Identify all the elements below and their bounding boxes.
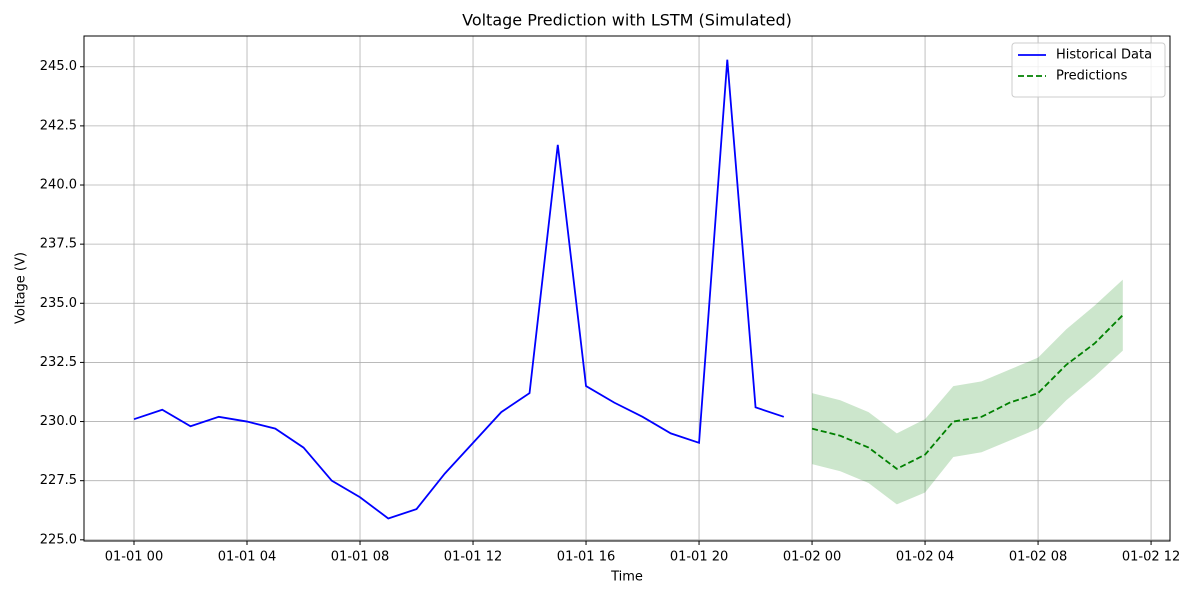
y-tick-label: 237.5 [40,237,77,252]
y-tick-label: 230.0 [40,414,77,429]
x-tick-label: 01-01 00 [105,550,163,565]
x-tick-label: 01-02 00 [783,550,841,565]
y-tick-label: 225.0 [40,532,77,547]
legend-box [1011,42,1166,98]
chart-title: Voltage Prediction with LSTM (Simulated) [462,11,792,30]
plot-frame [83,35,1171,542]
y-tick-label: 235.0 [40,296,77,311]
x-axis-label: Time [610,570,643,585]
x-tick-label: 01-01 08 [331,550,389,565]
line [811,314,1124,470]
y-tick-label: 240.0 [40,178,77,193]
x-tick-label: 01-01 04 [218,550,276,565]
y-tick-label: 227.5 [40,473,77,488]
legend-label: Historical Data [1056,48,1152,63]
y-tick-label: 242.5 [40,118,77,133]
x-tick-label: 01-02 04 [896,550,954,565]
y-axis-label: Voltage (V) [14,252,29,324]
x-tick-label: 01-02 08 [1009,550,1067,565]
x-tick-label: 01-01 16 [557,550,615,565]
legend-label: Predictions [1056,69,1128,84]
x-tick-label: 01-01 12 [444,550,502,565]
y-tick-label: 245.0 [40,59,77,74]
line [133,59,785,520]
x-tick-label: 01-01 20 [670,550,728,565]
x-tick-label: 01-02 12 [1122,550,1180,565]
y-tick-label: 232.5 [40,355,77,370]
confidence-band [812,279,1123,505]
